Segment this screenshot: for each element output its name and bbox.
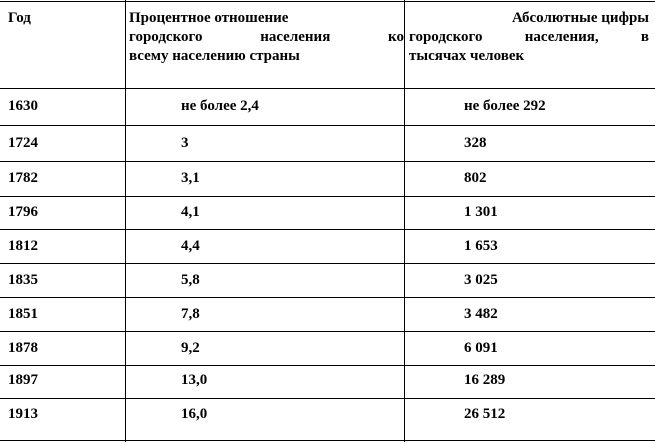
row-divider xyxy=(0,161,655,162)
header-percent: Процентное отношение городского населени… xyxy=(129,9,404,66)
cell-percent: 5,8 xyxy=(181,272,200,288)
cell-percent: 9,2 xyxy=(181,340,200,356)
cell-absolute: 16 289 xyxy=(464,372,506,388)
cell-year: 1782 xyxy=(8,170,38,186)
row-divider xyxy=(0,365,655,366)
header-percent-word: ко xyxy=(388,29,404,45)
cell-year: 1878 xyxy=(8,340,38,356)
row-divider xyxy=(0,196,655,197)
cell-absolute: 1 653 xyxy=(464,238,498,254)
cell-absolute: 802 xyxy=(464,170,487,186)
cell-year: 1796 xyxy=(8,204,38,220)
row-divider xyxy=(0,263,655,264)
header-percent-word: городского xyxy=(129,29,203,45)
header-year: Год xyxy=(8,10,31,26)
cell-percent: 4,4 xyxy=(181,238,200,254)
cell-absolute: не более 292 xyxy=(464,98,546,114)
cell-percent: 16,0 xyxy=(181,406,208,422)
row-divider xyxy=(0,297,655,298)
cell-absolute: 26 512 xyxy=(464,406,506,422)
row-divider xyxy=(0,398,655,399)
cell-year: 1913 xyxy=(8,406,38,422)
cell-year: 1812 xyxy=(8,238,38,254)
table-bottom-border xyxy=(0,440,655,441)
header-absolute-word: населения, xyxy=(524,29,599,45)
header-percent-line3: всему населению страны xyxy=(129,48,300,64)
header-absolute: Абсолютные цифры городского населения, в… xyxy=(409,9,649,66)
cell-absolute: 6 091 xyxy=(464,340,498,356)
row-divider xyxy=(0,125,655,126)
cell-year: 1897 xyxy=(8,372,38,388)
header-absolute-word: в xyxy=(640,29,649,45)
header-absolute-line3: тысячах человек xyxy=(409,48,525,64)
header-percent-word: населения xyxy=(260,29,331,45)
header-percent-line1: Процентное отношение xyxy=(129,10,289,26)
cell-percent: 3,1 xyxy=(181,170,200,186)
cell-absolute: 3 025 xyxy=(464,272,498,288)
cell-year: 1630 xyxy=(8,98,38,114)
cell-percent: 4,1 xyxy=(181,204,200,220)
cell-percent: 13,0 xyxy=(181,372,208,388)
table-top-border xyxy=(0,1,655,2)
cell-percent: 3 xyxy=(181,135,189,151)
header-absolute-line2: городского населения, в xyxy=(409,28,649,47)
header-absolute-word: городского xyxy=(409,29,483,45)
row-divider xyxy=(0,331,655,332)
cell-year: 1851 xyxy=(8,306,38,322)
cell-percent: не более 2,4 xyxy=(181,98,259,114)
cell-percent: 7,8 xyxy=(181,306,200,322)
cell-absolute: 328 xyxy=(464,135,487,151)
header-bottom-border xyxy=(0,88,655,89)
cell-absolute: 1 301 xyxy=(464,204,498,220)
header-percent-line2: городского населения ко xyxy=(129,28,404,47)
cell-year: 1724 xyxy=(8,135,38,151)
column-divider xyxy=(125,0,126,442)
cell-year: 1835 xyxy=(8,272,38,288)
column-divider xyxy=(404,0,405,442)
row-divider xyxy=(0,229,655,230)
cell-absolute: 3 482 xyxy=(464,306,498,322)
header-absolute-line1: Абсолютные цифры xyxy=(511,10,649,26)
